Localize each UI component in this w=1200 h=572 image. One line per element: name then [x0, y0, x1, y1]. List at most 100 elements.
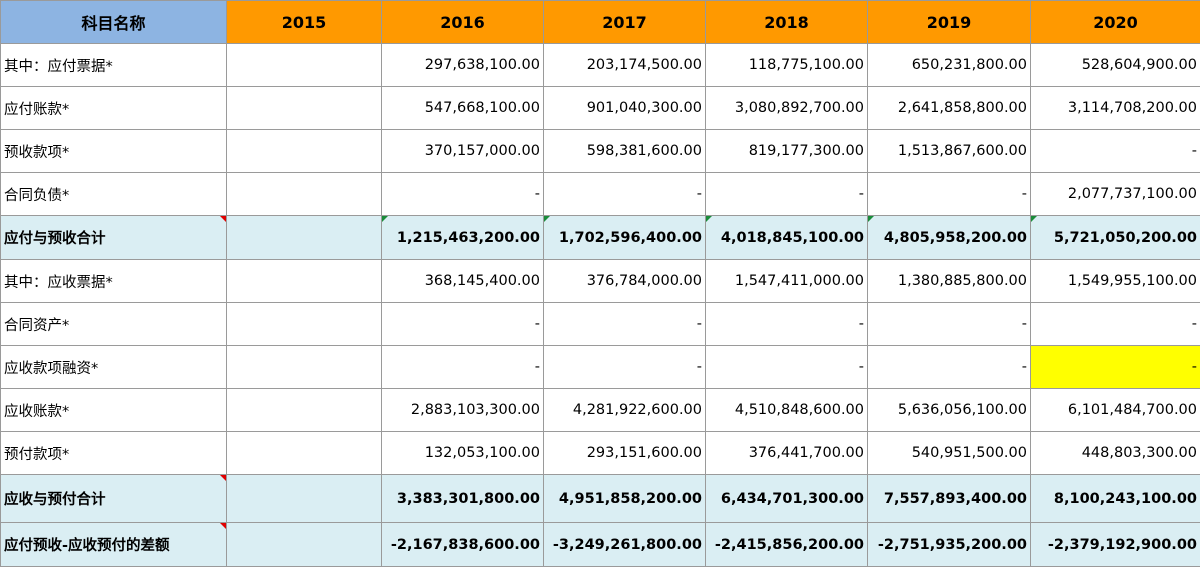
table-cell[interactable]: 8,100,243,100.00 [1030, 474, 1200, 523]
table-cell[interactable]: 6,101,484,700.00 [1030, 388, 1200, 432]
row-label[interactable]: 其中：应付票据* [0, 43, 227, 87]
table-cell[interactable]: 1,702,596,400.00 [543, 215, 706, 260]
table-row: 应收款项融资* - - - - - [0, 345, 1200, 389]
table-cell[interactable] [226, 259, 382, 303]
table-cell[interactable]: -3,249,261,800.00 [543, 522, 706, 567]
table-row: 合同资产* - - - - - [0, 302, 1200, 346]
row-label[interactable]: 合同资产* [0, 302, 227, 346]
header-row: 科目名称 2015 2016 2017 2018 2019 2020 [0, 0, 1200, 44]
column-header-2015[interactable]: 2015 [226, 0, 382, 44]
table-cell[interactable]: -2,167,838,600.00 [381, 522, 544, 567]
table-cell[interactable]: - [543, 345, 706, 389]
row-label[interactable]: 预付款项* [0, 431, 227, 475]
highlighted-cell[interactable]: - [1030, 345, 1200, 389]
table-cell[interactable]: 528,604,900.00 [1030, 43, 1200, 87]
table-cell[interactable]: 5,636,056,100.00 [867, 388, 1031, 432]
row-label[interactable]: 应收款项融资* [0, 345, 227, 389]
table-cell[interactable]: 3,080,892,700.00 [705, 86, 868, 130]
table-cell[interactable] [226, 86, 382, 130]
row-label[interactable]: 预收款项* [0, 129, 227, 173]
table-cell[interactable]: -2,379,192,900.00 [1030, 522, 1200, 567]
table-cell[interactable]: 376,441,700.00 [705, 431, 868, 475]
table-cell[interactable] [226, 431, 382, 475]
table-cell[interactable]: 3,114,708,200.00 [1030, 86, 1200, 130]
column-header-2018[interactable]: 2018 [705, 0, 868, 44]
table-cell[interactable]: 1,547,411,000.00 [705, 259, 868, 303]
table-cell[interactable]: 2,883,103,300.00 [381, 388, 544, 432]
column-header-2020[interactable]: 2020 [1030, 0, 1200, 44]
table-cell[interactable]: 2,077,737,100.00 [1030, 172, 1200, 216]
table-cell[interactable]: 6,434,701,300.00 [705, 474, 868, 523]
table-cell[interactable]: 4,951,858,200.00 [543, 474, 706, 523]
table-cell[interactable] [226, 172, 382, 216]
table-cell[interactable]: 540,951,500.00 [867, 431, 1031, 475]
table-cell[interactable]: 1,380,885,800.00 [867, 259, 1031, 303]
table-cell[interactable]: 132,053,100.00 [381, 431, 544, 475]
table-cell[interactable] [226, 302, 382, 346]
table-cell[interactable]: 4,018,845,100.00 [705, 215, 868, 260]
row-label[interactable]: 应付账款* [0, 86, 227, 130]
table-cell[interactable]: - [543, 172, 706, 216]
table-cell[interactable]: - [705, 172, 868, 216]
table-row: 预付款项* 132,053,100.00 293,151,600.00 376,… [0, 431, 1200, 475]
table-row: 合同负债* - - - - 2,077,737,100.00 [0, 172, 1200, 216]
table-cell[interactable]: 819,177,300.00 [705, 129, 868, 173]
table-cell[interactable]: - [705, 345, 868, 389]
table-cell[interactable] [226, 388, 382, 432]
row-label[interactable]: 应收与预付合计 [0, 474, 227, 523]
table-cell[interactable] [226, 522, 382, 567]
table-cell[interactable]: 448,803,300.00 [1030, 431, 1200, 475]
table-cell[interactable]: 4,281,922,600.00 [543, 388, 706, 432]
table-cell[interactable]: 118,775,100.00 [705, 43, 868, 87]
table-cell[interactable]: - [381, 345, 544, 389]
table-cell[interactable]: 297,638,100.00 [381, 43, 544, 87]
table-cell[interactable] [226, 345, 382, 389]
table-cell[interactable]: 368,145,400.00 [381, 259, 544, 303]
table-cell[interactable]: 2,641,858,800.00 [867, 86, 1031, 130]
table-cell[interactable]: -2,415,856,200.00 [705, 522, 868, 567]
table-cell[interactable]: - [543, 302, 706, 346]
table-cell[interactable] [226, 215, 382, 260]
formula-marker [544, 216, 550, 222]
column-header-2019[interactable]: 2019 [867, 0, 1031, 44]
row-label[interactable]: 应付与预收合计 [0, 215, 227, 260]
table-cell[interactable]: - [705, 302, 868, 346]
row-label[interactable]: 应付预收-应收预付的差额 [0, 522, 227, 567]
table-cell[interactable]: - [867, 302, 1031, 346]
column-header-2017[interactable]: 2017 [543, 0, 706, 44]
table-cell[interactable] [226, 43, 382, 87]
column-header-2016[interactable]: 2016 [381, 0, 544, 44]
row-label[interactable]: 合同负债* [0, 172, 227, 216]
table-row: 应收账款* 2,883,103,300.00 4,281,922,600.00 … [0, 388, 1200, 432]
table-cell[interactable]: 4,805,958,200.00 [867, 215, 1031, 260]
table-cell[interactable]: 203,174,500.00 [543, 43, 706, 87]
table-cell[interactable]: 370,157,000.00 [381, 129, 544, 173]
table-cell[interactable]: 901,040,300.00 [543, 86, 706, 130]
table-cell[interactable]: 1,549,955,100.00 [1030, 259, 1200, 303]
table-cell[interactable]: 1,513,867,600.00 [867, 129, 1031, 173]
table-cell[interactable]: - [1030, 302, 1200, 346]
table-cell[interactable] [226, 129, 382, 173]
row-label[interactable]: 其中：应收票据* [0, 259, 227, 303]
table-cell[interactable]: - [381, 302, 544, 346]
total-row-payables: 应付与预收合计 1,215,463,200.00 1,702,596,400.0… [0, 215, 1200, 260]
table-cell[interactable]: 4,510,848,600.00 [705, 388, 868, 432]
table-cell[interactable]: -2,751,935,200.00 [867, 522, 1031, 567]
row-label[interactable]: 应收账款* [0, 388, 227, 432]
table-cell[interactable]: - [867, 345, 1031, 389]
table-cell[interactable]: 293,151,600.00 [543, 431, 706, 475]
table-cell[interactable]: - [867, 172, 1031, 216]
table-cell[interactable]: 5,721,050,200.00 [1030, 215, 1200, 260]
table-cell[interactable]: 7,557,893,400.00 [867, 474, 1031, 523]
column-header-name[interactable]: 科目名称 [0, 0, 227, 44]
table-cell[interactable]: 3,383,301,800.00 [381, 474, 544, 523]
table-cell[interactable]: 547,668,100.00 [381, 86, 544, 130]
table-cell[interactable]: - [1030, 129, 1200, 173]
table-cell[interactable]: - [381, 172, 544, 216]
table-cell[interactable]: 598,381,600.00 [543, 129, 706, 173]
table-cell[interactable]: 376,784,000.00 [543, 259, 706, 303]
table-cell[interactable]: 1,215,463,200.00 [381, 215, 544, 260]
table-cell[interactable] [226, 474, 382, 523]
table-cell[interactable]: 650,231,800.00 [867, 43, 1031, 87]
